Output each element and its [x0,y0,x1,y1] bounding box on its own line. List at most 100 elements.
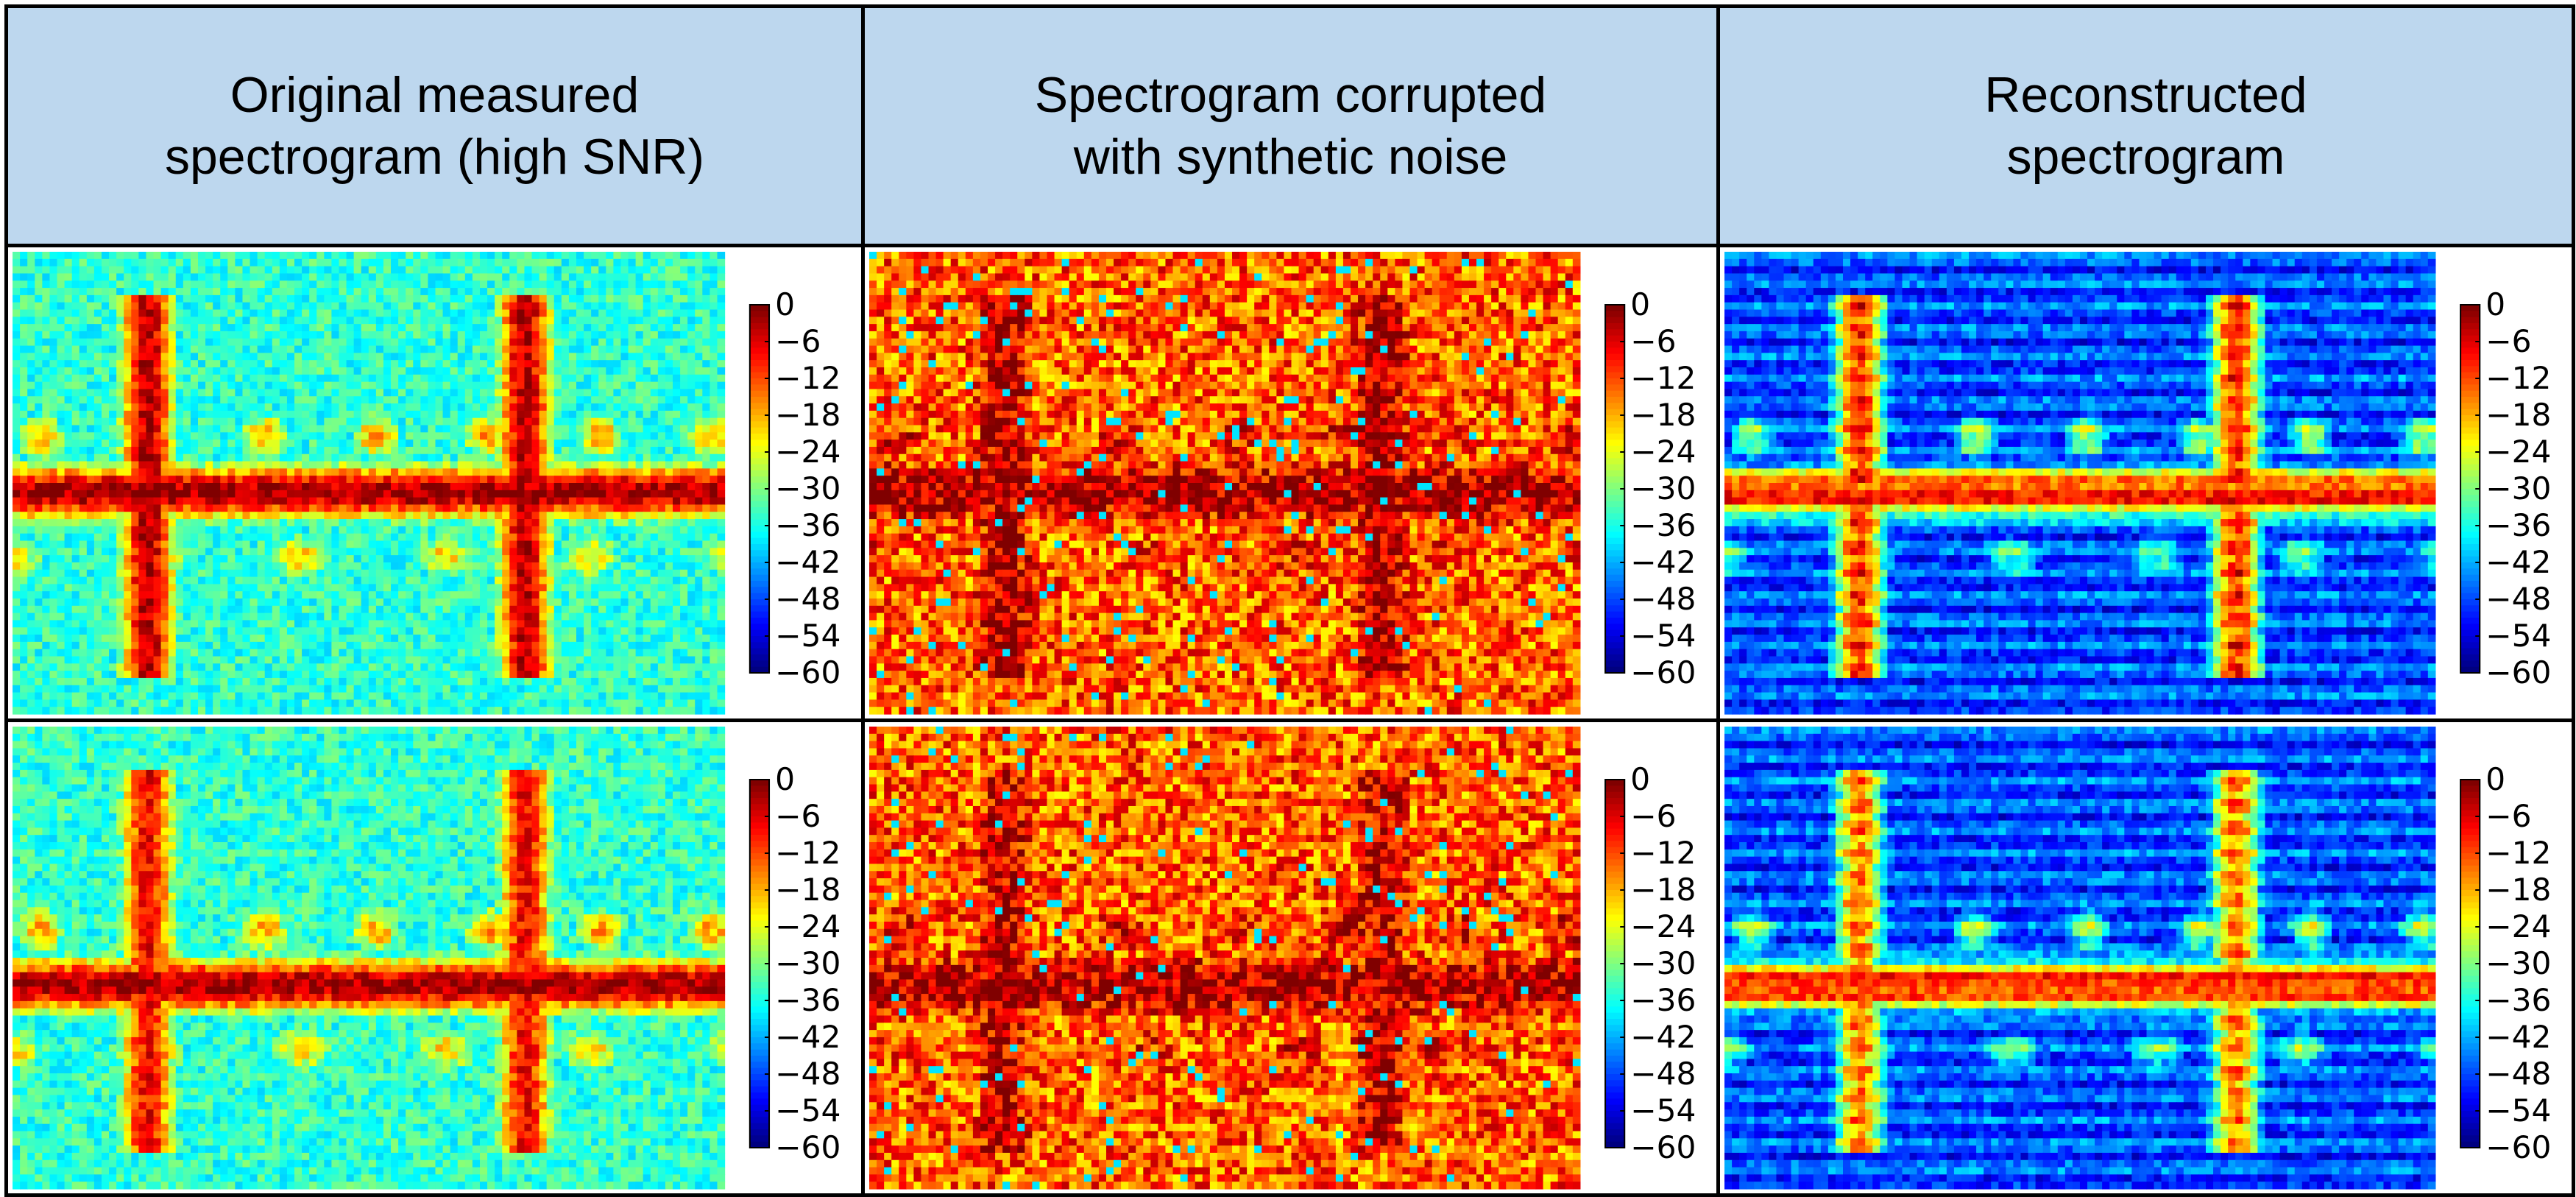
colorbar-tick-label: −30 [1630,945,1696,981]
colorbar-tick-label: −24 [2485,908,2551,944]
colorbar-tick-label: −18 [1630,397,1696,433]
colorbar-tick-label: −36 [1630,982,1696,1018]
cell-reconstructed-2: 0 −6 −12 −18 −24 −30 −36 −42 −48 −54 −60 [1716,718,2575,1197]
colorbar: 0−6−12−18−24−30−36−42−48−54−60 [2460,286,2551,691]
colorbar-tick-label: −6 [2485,798,2531,834]
colorbar: 0−6−12−18−24−30−36−42−48−54−60 [2460,761,2551,1165]
colorbar-tick-label: −24 [775,434,841,470]
header-reconstructed-text: Reconstructed spectrogram [1720,64,2572,188]
colorbar-tick-label: −12 [1630,360,1696,396]
panel-reconstructed-1: 0−6−12−18−24−30−36−42−48−54−60 [1724,252,2551,715]
colorbar-tick-label: −24 [1630,434,1696,470]
colorbar-tick-label: −60 [775,654,841,691]
colorbar-tick-label: 0 [1630,761,1650,797]
colorbar-tick-label: −12 [2485,360,2551,396]
colorbar-tick-label: −18 [2485,397,2551,433]
colorbar-tick-label: −48 [1630,1056,1696,1092]
colorbar-tick-label: −30 [775,945,841,981]
colorbar-tick-label: −30 [2485,945,2551,981]
panel-reconstructed-2: 0−6−12−18−24−30−36−42−48−54−60 [1724,727,2551,1190]
colorbar-tick-label: −18 [775,872,841,908]
cell-original-1: 0 −6 −12 −18 −24 −30 −36 −42 −48 −54 −60 [4,244,865,722]
spectrogram-image [1724,252,2436,715]
colorbar-tick-label: −12 [1630,835,1696,871]
colorbar-tick-label: −48 [1630,581,1696,617]
colorbar-tick-label: −54 [2485,618,2551,654]
colorbar-tick-label: −36 [1630,507,1696,543]
colorbar-tick-label: −30 [1630,470,1696,506]
cell-noisy-2: 0 −6 −12 −18 −24 −30 −36 −42 −48 −54 −60 [861,718,1720,1197]
panel-noisy-2: 0−6−12−18−24−30−36−42−48−54−60 [869,727,1696,1190]
row-1: 0 −6 −12 −18 −24 −30 −36 −42 −48 −54 −60 0 −6 −12 −18… [4,244,2575,722]
colorbar-tick-label: 0 [1630,286,1650,322]
spectrogram-image [13,727,726,1190]
colorbar-tick-label: 0 [2485,286,2505,322]
cell-reconstructed-1: 0 −6 −12 −18 −24 −30 −36 −42 −48 −54 −60 [1716,244,2575,722]
colorbar-tick-label: −48 [2485,1056,2551,1092]
cell-original-2: 0 −6 −12 −18 −24 −30 −36 −42 −48 −54 −60 [4,718,865,1197]
colorbar-tick-label: −42 [1630,1019,1696,1055]
colorbar-tick-label: −24 [775,908,841,944]
spectrogram-image [869,252,1581,715]
colorbar: 0−6−12−18−24−30−36−42−48−54−60 [1604,286,1696,691]
colorbar-tick-label: 0 [775,761,795,797]
colorbar-tick-label: −42 [1630,544,1696,580]
colorbar-tick-label: −60 [1630,654,1696,691]
comparison-table: Original measured spectrogram (high SNR)… [4,4,2575,1197]
colorbar-tick-label: −18 [2485,872,2551,908]
colorbar-tick-label: −48 [2485,581,2551,617]
spectrogram-image [869,727,1581,1190]
colorbar-tick-label: −24 [1630,908,1696,944]
colorbar: 0−6−12−18−24−30−36−42−48−54−60 [749,286,841,691]
header-original: Original measured spectrogram (high SNR) [4,4,865,247]
colorbar-tick-label: −42 [775,1019,841,1055]
colorbar-tick-label: −54 [1630,618,1696,654]
colorbar-tick-label: −6 [2485,323,2531,359]
colorbar-tick-label: −30 [2485,470,2551,506]
colorbar-tick-label: −60 [2485,654,2551,691]
colorbar-tick-label: −54 [1630,1092,1696,1129]
colorbar-tick-label: −60 [775,1129,841,1165]
colorbar-tick-label: −6 [1630,323,1676,359]
colorbar-tick-label: −36 [775,982,841,1018]
colorbar-tick-label: −24 [2485,434,2551,470]
colorbar-tick-label: −30 [775,470,841,506]
row-2: 0 −6 −12 −18 −24 −30 −36 −42 −48 −54 −60 0 −6 −12 −18… [4,718,2575,1197]
panel-original-1: 0−6−12−18−24−30−36−42−48−54−60 [13,252,841,715]
colorbar-tick-label: −36 [775,507,841,543]
header-row: Original measured spectrogram (high SNR)… [4,4,2575,247]
panel-noisy-1: 0−6−12−18−24−30−36−42−48−54−60 [869,252,1696,715]
colorbar-tick-label: −60 [2485,1129,2551,1165]
spectrogram-image [1724,727,2436,1190]
colorbar-tick-label: −42 [2485,1019,2551,1055]
colorbar-tick-label: −12 [2485,835,2551,871]
colorbar: 0−6−12−18−24−30−36−42−48−54−60 [1604,761,1696,1165]
header-noisy: Spectrogram corrupted with synthetic noi… [861,4,1720,247]
cell-noisy-1: 0 −6 −12 −18 −24 −30 −36 −42 −48 −54 −60 [861,244,1720,722]
header-noisy-text: Spectrogram corrupted with synthetic noi… [865,64,1716,188]
colorbar-tick-label: −12 [775,835,841,871]
header-reconstructed: Reconstructed spectrogram [1716,4,2575,247]
colorbar-tick-label: −54 [775,1092,841,1129]
colorbar-tick-label: −54 [2485,1092,2551,1129]
colorbar: 0−6−12−18−24−30−36−42−48−54−60 [749,761,841,1165]
colorbar-tick-label: −60 [1630,1129,1696,1165]
colorbar-tick-label: −54 [775,618,841,654]
colorbar-tick-label: −12 [775,360,841,396]
colorbar-tick-label: −6 [775,798,821,834]
colorbar-tick-label: 0 [2485,761,2505,797]
colorbar-tick-label: −48 [775,581,841,617]
colorbar-tick-label: −18 [1630,872,1696,908]
colorbar-tick-label: −6 [775,323,821,359]
colorbar-tick-label: −36 [2485,507,2551,543]
colorbar-tick-label: −42 [2485,544,2551,580]
panel-original-2: 0−6−12−18−24−30−36−42−48−54−60 [13,727,841,1190]
header-original-text: Original measured spectrogram (high SNR) [8,64,861,188]
colorbar-tick-label: −6 [1630,798,1676,834]
colorbar-tick-label: −48 [775,1056,841,1092]
colorbar-tick-label: −42 [775,544,841,580]
spectrogram-image [13,252,726,715]
colorbar-tick-label: −36 [2485,982,2551,1018]
colorbar-tick-label: 0 [775,286,795,322]
